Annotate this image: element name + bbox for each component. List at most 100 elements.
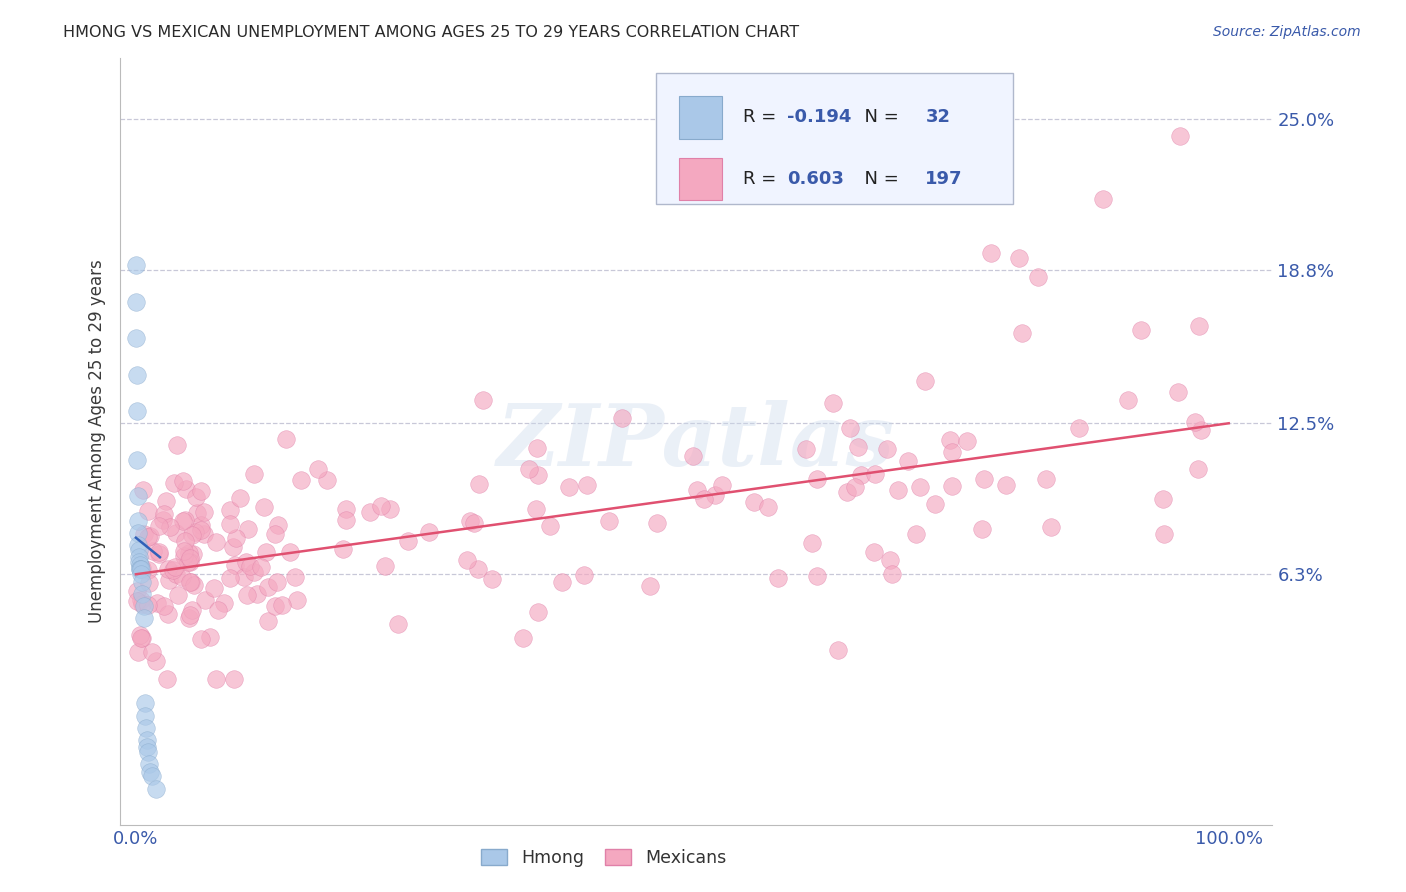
Point: [224, 558, 246, 573]
Point: [125, 258, 148, 272]
Point: [839, 421, 862, 435]
Point: [264, 599, 287, 614]
Point: [125, 331, 148, 345]
Point: [146, 596, 169, 610]
Point: [127, 489, 149, 503]
Point: [1168, 128, 1191, 143]
Point: [156, 672, 179, 686]
FancyBboxPatch shape: [655, 73, 1012, 203]
Point: [193, 527, 215, 541]
Point: [526, 441, 548, 455]
Point: [1153, 527, 1175, 541]
Point: [128, 542, 150, 557]
Point: [129, 562, 152, 576]
Point: [238, 522, 260, 536]
Point: [693, 491, 716, 506]
Point: [127, 525, 149, 540]
Point: [236, 588, 259, 602]
Point: [131, 587, 153, 601]
Point: [193, 505, 215, 519]
Point: [212, 596, 235, 610]
Point: [1011, 326, 1033, 341]
Point: [645, 516, 668, 530]
Point: [224, 672, 246, 686]
Point: [138, 757, 160, 772]
Point: [827, 642, 849, 657]
Point: [194, 593, 217, 607]
Text: HMONG VS MEXICAN UNEMPLOYMENT AMONG AGES 25 TO 29 YEARS CORRELATION CHART: HMONG VS MEXICAN UNEMPLOYMENT AMONG AGES…: [63, 25, 800, 40]
Point: [139, 764, 162, 779]
Point: [243, 565, 266, 579]
Point: [256, 580, 278, 594]
Point: [159, 519, 181, 533]
Point: [254, 545, 277, 559]
Text: ZIPatlas: ZIPatlas: [496, 400, 896, 483]
Point: [179, 551, 201, 566]
Point: [235, 555, 257, 569]
Point: [387, 616, 409, 631]
Point: [806, 569, 828, 583]
Point: [127, 645, 149, 659]
Point: [1187, 462, 1209, 476]
Text: -0.194: -0.194: [787, 109, 852, 127]
Point: [710, 478, 733, 492]
Text: N =: N =: [853, 109, 904, 127]
Point: [157, 607, 180, 622]
Point: [225, 531, 247, 545]
Point: [882, 567, 904, 582]
Point: [558, 480, 581, 494]
Point: [125, 294, 148, 309]
Point: [517, 462, 540, 476]
Point: [179, 607, 201, 622]
Text: 32: 32: [925, 109, 950, 127]
Point: [176, 482, 198, 496]
Point: [190, 523, 212, 537]
Point: [335, 513, 357, 527]
Point: [976, 141, 998, 155]
Point: [246, 587, 269, 601]
Point: [166, 438, 188, 452]
Point: [139, 529, 162, 543]
Point: [181, 527, 204, 541]
Point: [127, 514, 149, 528]
Text: 0.603: 0.603: [787, 169, 844, 188]
Point: [128, 628, 150, 642]
Point: [876, 442, 898, 456]
Point: [1035, 472, 1057, 486]
Point: [1167, 384, 1189, 399]
Point: [538, 519, 561, 533]
Point: [378, 502, 401, 516]
Point: [794, 442, 817, 456]
Point: [184, 524, 207, 539]
Point: [467, 562, 489, 576]
Point: [527, 468, 550, 483]
Point: [148, 519, 170, 533]
Point: [132, 599, 155, 613]
Point: [233, 570, 256, 584]
Point: [271, 598, 294, 612]
Point: [598, 514, 620, 528]
Point: [129, 593, 152, 607]
Point: [285, 593, 308, 607]
Point: [250, 560, 273, 574]
Point: [941, 478, 963, 492]
Point: [129, 562, 152, 576]
Point: [135, 721, 157, 735]
Text: R =: R =: [744, 109, 782, 127]
Point: [924, 497, 946, 511]
Point: [908, 480, 931, 494]
Point: [200, 630, 222, 644]
Point: [1184, 415, 1206, 429]
Point: [239, 558, 262, 573]
Point: [370, 499, 392, 513]
Text: R =: R =: [744, 169, 782, 188]
Point: [141, 645, 163, 659]
Point: [207, 603, 229, 617]
Point: [458, 514, 481, 528]
Point: [846, 441, 869, 455]
Point: [284, 570, 307, 584]
Point: [1092, 192, 1115, 206]
Point: [418, 524, 440, 539]
Point: [138, 504, 160, 518]
Point: [186, 490, 208, 504]
